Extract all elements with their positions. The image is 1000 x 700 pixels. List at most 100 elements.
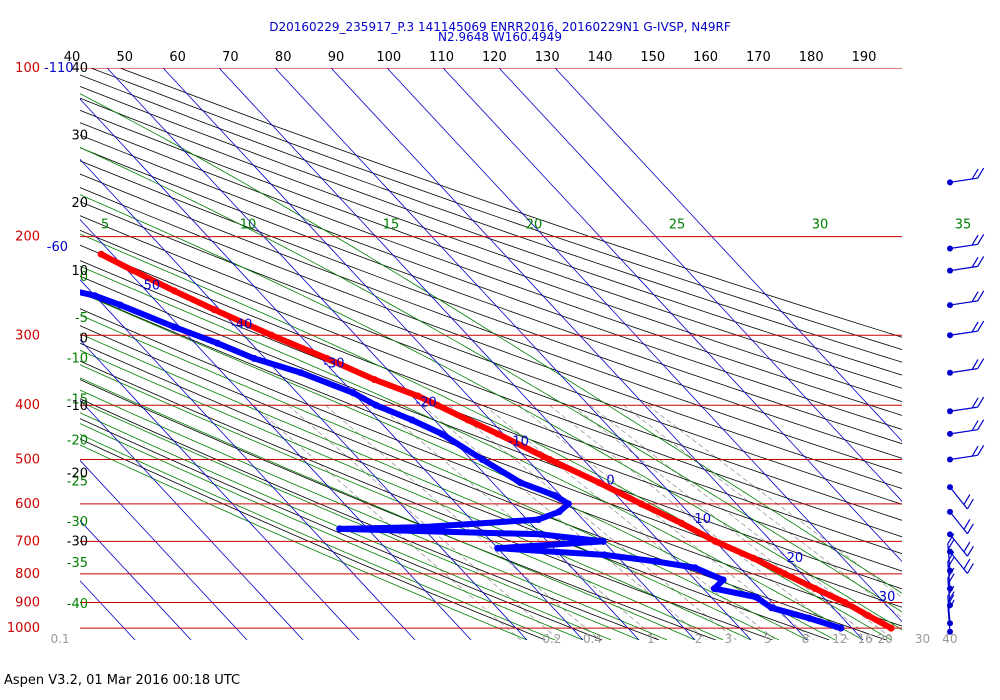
moist-adiabat-line bbox=[80, 349, 752, 640]
isotherm-line bbox=[162, 68, 696, 640]
pressure-tick-label: 300 bbox=[15, 328, 40, 343]
pressure-tick-label: 600 bbox=[15, 497, 40, 512]
wind-barb-feather bbox=[947, 591, 955, 602]
dry-adiabat-line bbox=[80, 187, 902, 490]
dry-adiabat-left-label: 30 bbox=[71, 129, 88, 144]
pressure-tick-label: 200 bbox=[15, 230, 40, 245]
dry-adiabat-line bbox=[80, 275, 902, 590]
temperature-point bbox=[129, 267, 137, 275]
dewpoint-point bbox=[752, 593, 760, 601]
wind-barb-feather bbox=[966, 498, 974, 510]
isotherm-label: -30 bbox=[323, 357, 344, 372]
footer-text: Aspen V3.2, 01 Mar 2016 00:18 UTC bbox=[4, 673, 241, 688]
dewpoint-point bbox=[1, 262, 8, 269]
dewpoint-point bbox=[418, 523, 426, 531]
wind-barb-feather bbox=[963, 541, 971, 553]
wind-barb-staff bbox=[949, 243, 978, 250]
top-axis-label: 90 bbox=[328, 50, 345, 65]
wind-barb-feather bbox=[977, 396, 985, 408]
wind-barb-feather bbox=[947, 533, 955, 545]
isotherm-line bbox=[80, 158, 528, 640]
temperature-point bbox=[434, 401, 441, 409]
isotherm-line bbox=[274, 68, 808, 640]
dewpoint-point bbox=[349, 389, 357, 397]
isotherm-line bbox=[0, 68, 23, 640]
dry-adiabat-line bbox=[80, 379, 716, 640]
temperature-point bbox=[595, 479, 603, 487]
wind-barb-feather bbox=[977, 256, 985, 267]
moist-adiabat-label: 30 bbox=[812, 218, 829, 233]
isotherm-line bbox=[80, 399, 304, 640]
wind-barb-staff bbox=[949, 551, 968, 574]
moist-adiabat-label: 10 bbox=[240, 218, 257, 233]
wind-barb-staff bbox=[949, 429, 978, 435]
dry-adiabat-left-label: 0 bbox=[80, 331, 88, 346]
isotherm-line bbox=[386, 68, 902, 623]
wind-barb-feather bbox=[971, 256, 979, 268]
moist-adiabat-left-label: -5 bbox=[75, 311, 88, 326]
moist-adiabat-label: 5 bbox=[101, 218, 109, 233]
dry-adiabat-line bbox=[80, 85, 902, 376]
moist-adiabat-line bbox=[80, 401, 640, 640]
isotherm-line bbox=[80, 218, 472, 640]
top-axis-label: 170 bbox=[746, 50, 771, 65]
temperature-point bbox=[494, 430, 502, 438]
wind-barb-feather bbox=[966, 545, 974, 557]
top-axis-label: 50 bbox=[117, 50, 134, 65]
dry-adiabat-line bbox=[80, 360, 773, 640]
isotherm-line bbox=[80, 459, 248, 640]
dry-adiabat-line bbox=[119, 68, 902, 338]
wind-barb-feather bbox=[971, 445, 979, 457]
wind-barb-staff bbox=[949, 265, 978, 272]
top-axis-label: 150 bbox=[640, 50, 665, 65]
wind-barb-staff bbox=[949, 533, 968, 557]
dewpoint-point bbox=[599, 537, 607, 545]
pressure-tick-label: 900 bbox=[15, 596, 40, 611]
dry-adiabat-line bbox=[80, 244, 902, 555]
mixing-ratio-label: 40 bbox=[942, 632, 957, 646]
isotherm-label: -60 bbox=[47, 240, 68, 255]
top-axis-label: 100 bbox=[376, 50, 401, 65]
top-axis-label: 40 bbox=[64, 50, 81, 65]
dewpoint-point bbox=[6, 272, 13, 279]
dewpoint-point bbox=[710, 585, 718, 593]
dry-adiabat-line bbox=[80, 160, 902, 459]
chart-title-line-1: D20160229_235917_P.3 141145069 ENRR2016,… bbox=[269, 20, 731, 34]
isotherm-label: 20 bbox=[787, 551, 804, 566]
moist-adiabat-line bbox=[80, 433, 556, 640]
wind-barb-feather bbox=[966, 563, 974, 574]
temperature-point bbox=[97, 250, 105, 258]
moist-adiabat-label: 20 bbox=[526, 218, 543, 233]
dry-adiabat-line bbox=[80, 325, 887, 640]
wind-barb-feather bbox=[971, 397, 979, 409]
dry-adiabat-line bbox=[80, 74, 902, 363]
wind-barb-feather bbox=[977, 167, 985, 179]
moist-adiabat-left-label: -40 bbox=[67, 597, 88, 612]
dry-adiabat-line bbox=[80, 229, 902, 538]
wind-barb-feather bbox=[963, 494, 971, 505]
moist-adiabat-line bbox=[80, 412, 612, 640]
mixing-ratio-line bbox=[325, 404, 601, 640]
dry-adiabat-line bbox=[80, 97, 902, 389]
isotherm-line bbox=[80, 279, 416, 640]
top-axis-label: 160 bbox=[693, 50, 718, 65]
moist-adiabat-label: 35 bbox=[955, 218, 972, 233]
dewpoint-point bbox=[116, 301, 124, 309]
moist-adiabat-left-label: -25 bbox=[67, 474, 88, 489]
dewpoint-point bbox=[805, 614, 813, 622]
dewpoint-point bbox=[170, 323, 178, 331]
temperature-point bbox=[414, 392, 422, 400]
isotherm-label: 0 bbox=[606, 473, 614, 488]
moist-adiabat-label: 15 bbox=[383, 218, 400, 233]
dry-adiabat-line bbox=[80, 291, 902, 608]
temperature-point bbox=[781, 570, 789, 578]
dry-adiabat-line bbox=[80, 260, 902, 572]
dry-adiabat-left-label: 40 bbox=[71, 61, 88, 76]
temperature-point bbox=[637, 500, 645, 508]
wind-barb-staff bbox=[949, 486, 968, 510]
wind-barb-feather bbox=[947, 594, 955, 606]
temperature-point bbox=[210, 306, 218, 314]
isotherm-line bbox=[218, 68, 752, 640]
dewpoint-point bbox=[494, 544, 502, 552]
isotherm-label: 30 bbox=[879, 590, 896, 605]
